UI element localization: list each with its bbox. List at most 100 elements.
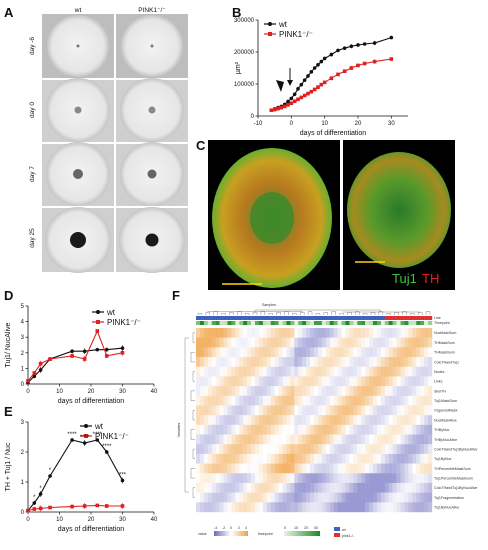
heatmap-cell <box>349 366 354 377</box>
heatmap-cell <box>310 386 315 396</box>
heatmap-cell <box>396 444 401 455</box>
y-tick-label: 1 <box>21 366 25 372</box>
data-point-wt <box>95 438 100 442</box>
heatmap-cell <box>211 482 216 493</box>
data-point-pink1 <box>286 103 290 107</box>
data-point-wt <box>292 92 297 97</box>
heatmap-row-label: SkelTH <box>434 389 446 393</box>
data-point-wt <box>120 346 125 350</box>
heatmap-cell <box>376 376 382 387</box>
heatmap-cell <box>333 405 338 416</box>
data-point-wt <box>329 52 334 57</box>
heatmap-cell <box>266 328 271 338</box>
heatmap-cell <box>376 444 382 455</box>
heatmap-cell <box>373 424 378 435</box>
data-point-pink1 <box>272 107 277 112</box>
heatmap-cell <box>310 463 315 474</box>
heatmap-cell <box>243 434 248 445</box>
heatmap-cell <box>247 405 252 416</box>
heatmap-cell <box>219 415 224 426</box>
heatmap-cell <box>258 473 264 484</box>
legend-marker-0 <box>268 22 272 26</box>
heatmap-cell <box>219 366 224 377</box>
heatmap-cell <box>215 366 220 377</box>
heatmap-cell <box>357 366 362 377</box>
annotation-line-cell <box>424 316 429 320</box>
x-tick-label: 20 <box>88 389 95 395</box>
heatmap-row-label: THMaskSum <box>434 341 455 345</box>
heatmap-cell <box>203 337 208 348</box>
heatmap-cell <box>243 366 248 377</box>
heatmap-cell <box>384 473 389 484</box>
heatmap-cell <box>239 473 244 484</box>
heatmap-cell <box>373 405 378 416</box>
heatmap-cell <box>337 424 342 435</box>
heatmap-cell <box>306 405 311 416</box>
heatmap-cell <box>211 337 216 348</box>
heatmap-cell <box>215 328 220 338</box>
y-tick-label: 300000 <box>234 18 255 24</box>
heatmap-cell <box>270 453 275 464</box>
heatmap-cell <box>227 357 232 367</box>
heatmap-cell <box>416 502 421 513</box>
heatmap-cell <box>270 386 275 396</box>
data-point-wt <box>48 474 52 478</box>
heatmap-cell <box>235 444 240 455</box>
heatmap-cell <box>247 482 252 493</box>
heatmap-cell <box>376 415 382 426</box>
heatmap-cell <box>286 386 291 396</box>
heatmap-cell <box>282 386 287 396</box>
heatmap-cell <box>255 482 260 493</box>
annotation-timepoint-cell <box>199 321 205 325</box>
data-point-wt <box>349 44 354 49</box>
heatmap-cell <box>376 366 382 377</box>
heatmap-cell <box>314 444 319 455</box>
heatmap-cell <box>408 386 413 396</box>
heatmap-cell <box>408 347 413 358</box>
heatmap-cell <box>302 405 307 416</box>
heatmap-cell <box>428 357 433 367</box>
heatmap-cell <box>345 424 350 435</box>
heatmap-cell <box>337 337 342 348</box>
heatmap-cell <box>239 347 244 358</box>
heatmap-cell <box>321 337 326 348</box>
heatmap-cell <box>314 357 319 367</box>
heatmap-cell <box>223 357 228 367</box>
heatmap-cell <box>392 453 397 464</box>
heatmap-cell <box>314 502 319 513</box>
heatmap-cell <box>365 424 370 435</box>
heatmap-cell <box>341 463 346 474</box>
heatmap-cell <box>255 328 260 338</box>
heatmap-row-label: Tuj1ByNucAlive <box>434 506 459 510</box>
annotation-line-cell <box>302 316 307 320</box>
heatmap-cell <box>286 463 291 474</box>
heatmap-cell <box>262 424 267 435</box>
heatmap-cell <box>317 434 323 445</box>
heatmap-cell <box>219 463 224 474</box>
heatmap-cell <box>266 473 271 484</box>
heatmap-row-label: ColoTHandTuj1 <box>434 360 459 364</box>
heatmap-cell <box>306 444 311 455</box>
y-tick-label: 200000 <box>234 50 255 56</box>
heatmap-cell <box>298 424 303 435</box>
heatmap-cell <box>255 386 260 396</box>
heatmap-cell <box>357 453 362 464</box>
heatmap-cell <box>420 434 425 445</box>
heatmap-cell <box>388 405 393 416</box>
heatmap-cell <box>353 453 358 464</box>
heatmap-cell <box>255 492 260 503</box>
heatmap-cell <box>196 444 201 455</box>
heatmap-cell <box>380 405 385 416</box>
heatmap-cell <box>211 395 216 406</box>
x-tick-label: 10 <box>321 121 328 127</box>
heatmap-cell <box>235 453 240 464</box>
heatmap-cell <box>266 424 271 435</box>
heatmap-cell <box>388 376 393 387</box>
heatmap-cell <box>353 376 358 387</box>
heatmap-cell <box>357 482 362 493</box>
heatmap-cell <box>231 386 236 396</box>
heatmap-cell <box>274 357 279 367</box>
heatmap-cell <box>380 444 385 455</box>
heatmap-cell <box>286 328 291 338</box>
heatmap-cell <box>325 492 330 503</box>
